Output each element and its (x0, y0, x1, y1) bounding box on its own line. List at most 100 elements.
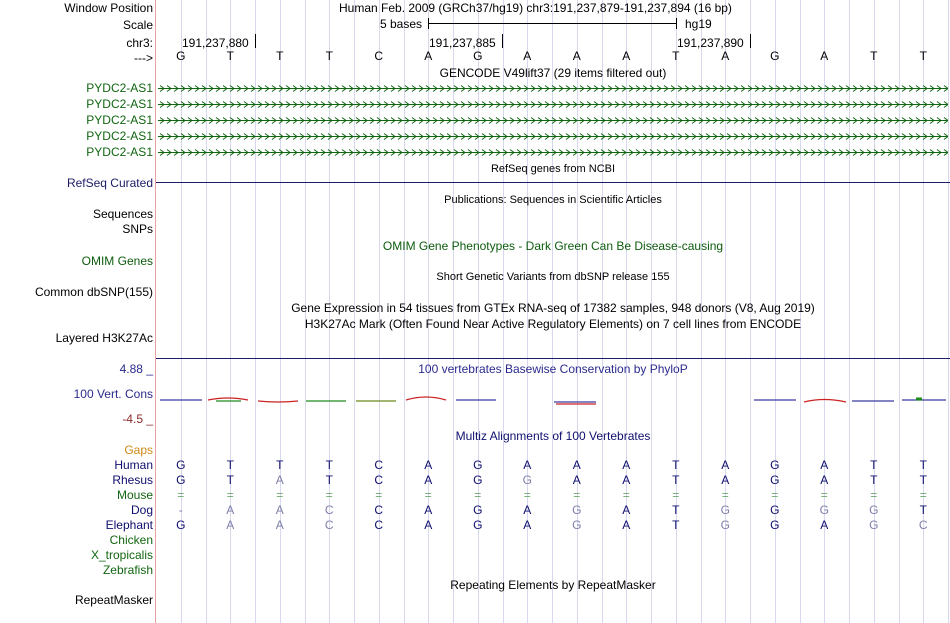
refseq-label[interactable]: RefSeq Curated (66, 176, 153, 190)
multiz-species-label[interactable]: X_tropicalis (90, 548, 153, 562)
multiz-base: C (374, 518, 384, 532)
grid-line (354, 0, 355, 623)
grid-line (800, 0, 801, 623)
grid-line (404, 0, 405, 623)
position-tick (750, 34, 751, 48)
gencode-gene-label[interactable]: PYDC2-AS1 (86, 97, 153, 111)
multiz-base: A (275, 473, 284, 487)
gencode-gene-label[interactable]: PYDC2-AS1 (86, 81, 153, 95)
multiz-base: A (622, 503, 631, 517)
sequence-base: A (523, 49, 532, 63)
strand-label: ---> (134, 51, 153, 65)
multiz-species-label[interactable]: Human (114, 458, 153, 472)
window-position-value: Human Feb. 2009 (GRCh37/hg19) chr3:191,2… (339, 1, 732, 15)
multiz-base: = (177, 488, 185, 502)
phylop-bar (207, 397, 249, 401)
gencode-gene-label[interactable]: PYDC2-AS1 (86, 113, 153, 127)
phylop-bar (405, 396, 447, 401)
sequence-base: A (424, 49, 433, 63)
publications-title[interactable]: Publications: Sequences in Scientific Ar… (444, 194, 662, 206)
sequence-base: A (721, 49, 730, 63)
multiz-base: A (275, 503, 284, 517)
sequence-base: T (226, 49, 234, 63)
sequence-base: A (572, 49, 581, 63)
sequence-base: G (770, 49, 780, 63)
multiz-base: = (474, 488, 482, 502)
gencode-gene-label[interactable]: PYDC2-AS1 (86, 145, 153, 159)
sequence-base: T (870, 49, 878, 63)
multiz-species-label[interactable]: Dog (130, 503, 153, 517)
gencode-gene-feature[interactable] (158, 85, 948, 92)
label-divider (155, 0, 156, 623)
multiz-base: G (770, 473, 780, 487)
gencode-gene-feature[interactable] (158, 149, 948, 156)
multiz-base: G (473, 503, 483, 517)
gencode-gene-feature[interactable] (158, 117, 948, 124)
multiz-base: = (721, 488, 729, 502)
multiz-base: T (919, 473, 927, 487)
gtex-title[interactable]: Gene Expression in 54 tissues from GTEx … (291, 301, 815, 315)
gencode-gene-feature[interactable] (158, 133, 948, 140)
multiz-species-label[interactable]: Elephant (105, 518, 153, 532)
multiz-species-label[interactable]: Chicken (109, 533, 153, 547)
multiz-base: A (622, 518, 631, 532)
multiz-base: G (572, 503, 582, 517)
multiz-species-label[interactable]: Zebrafish (102, 563, 153, 577)
grid-line (255, 0, 256, 623)
multiz-base: = (820, 488, 828, 502)
multiz-title[interactable]: Multiz Alignments of 100 Vertebrates (455, 429, 651, 443)
phylop-bar (803, 398, 847, 403)
multiz-base: T (325, 473, 333, 487)
multiz-base: T (919, 503, 927, 517)
refseq-line[interactable] (156, 182, 950, 183)
multiz-base: C (324, 518, 334, 532)
multiz-base: A (523, 503, 532, 517)
multiz-base: T (276, 458, 284, 472)
grid-line (453, 0, 454, 623)
grid-line (775, 0, 776, 623)
multiz-base: T (672, 473, 680, 487)
refseq-title[interactable]: RefSeq genes from NCBI (490, 163, 616, 175)
h3k27ac-title[interactable]: H3K27Ac Mark (Often Found Near Active Re… (304, 317, 802, 331)
scale-assembly: hg19 (685, 17, 712, 31)
grid-line (676, 0, 677, 623)
multiz-base: T (226, 458, 234, 472)
multiz-base: G (473, 473, 483, 487)
grid-line (849, 0, 850, 623)
h3k27ac-label[interactable]: Layered H3K27Ac (55, 331, 153, 345)
phylop-title[interactable]: 100 vertebrates Basewise Conservation by… (418, 362, 688, 376)
omim-label[interactable]: OMIM Genes (81, 254, 153, 268)
dbsnp-title[interactable]: Short Genetic Variants from dbSNP releas… (436, 271, 670, 283)
multiz-base: G (176, 473, 186, 487)
gencode-gene-feature[interactable] (158, 101, 948, 108)
phylop-label[interactable]: 100 Vert. Cons (73, 387, 153, 401)
phylop-plot[interactable] (156, 390, 950, 410)
scale-bases: 5 bases (380, 17, 423, 31)
multiz-base: = (870, 488, 878, 502)
multiz-base: = (523, 488, 531, 502)
dbsnp-label[interactable]: Common dbSNP(155) (34, 285, 153, 299)
multiz-base: G (473, 458, 483, 472)
multiz-species-label[interactable]: Mouse (116, 488, 153, 502)
snps-label[interactable]: SNPs (122, 222, 153, 236)
repeatmasker-title[interactable]: Repeating Elements by RepeatMasker (450, 578, 656, 592)
omim-title[interactable]: OMIM Gene Phenotypes - Dark Green Can Be… (382, 239, 724, 253)
multiz-base: T (226, 473, 234, 487)
multiz-base: G (176, 518, 186, 532)
gaps-label[interactable]: Gaps (124, 443, 153, 457)
multiz-base: T (870, 458, 878, 472)
gencode-gene-label[interactable]: PYDC2-AS1 (86, 129, 153, 143)
multiz-species-label[interactable]: Rhesus (112, 473, 153, 487)
position-tick-label: 191,237,885 (429, 36, 496, 50)
multiz-base: A (424, 503, 433, 517)
publications-label[interactable]: Sequences (92, 207, 153, 221)
gencode-title[interactable]: GENCODE V49lift37 (29 items filtered out… (439, 66, 667, 80)
multiz-base: G (819, 503, 829, 517)
grid-line (824, 0, 825, 623)
grid-line (750, 0, 751, 623)
multiz-base: G (176, 458, 186, 472)
h3k27ac-baseline (156, 358, 950, 359)
multiz-base: C (374, 503, 384, 517)
repeatmasker-label[interactable]: RepeatMasker (74, 593, 153, 607)
